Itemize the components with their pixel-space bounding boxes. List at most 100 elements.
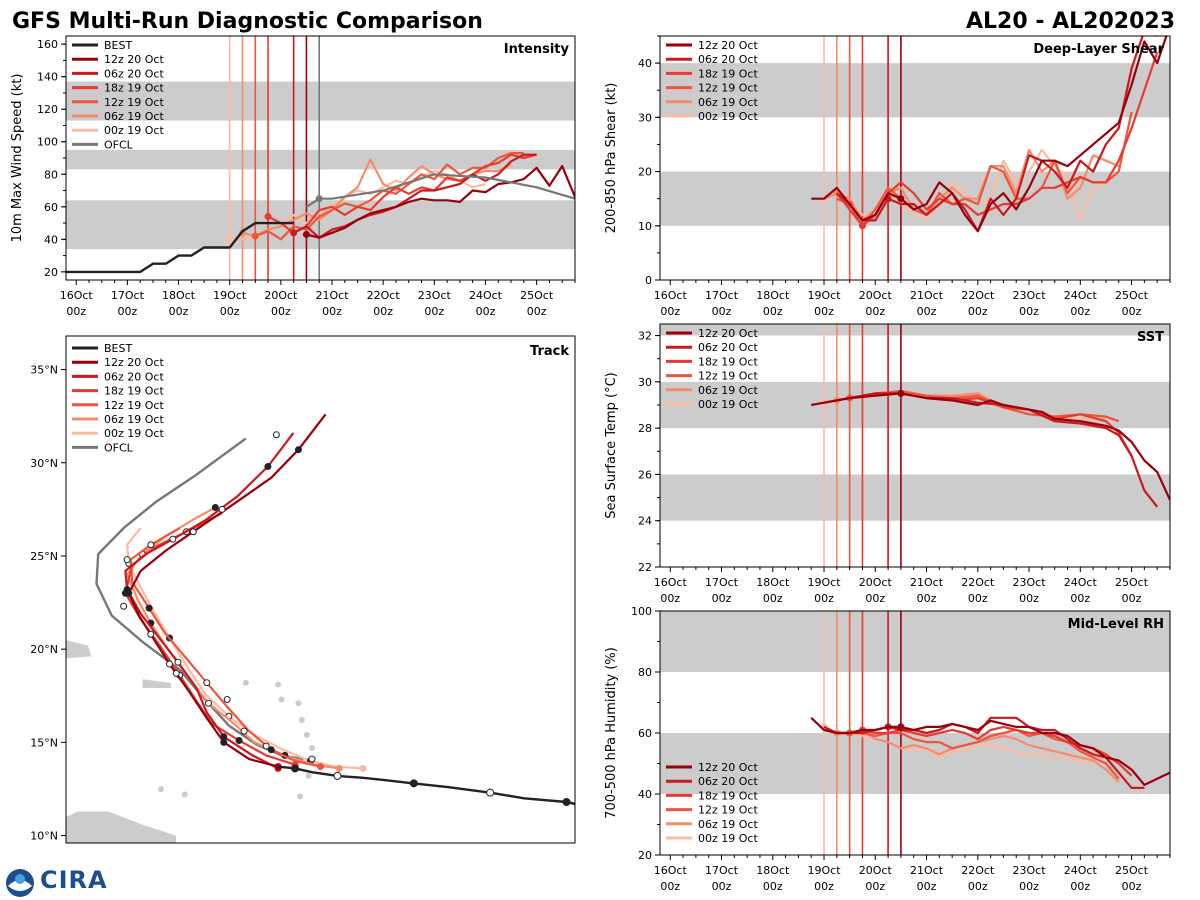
legend-label: OFCL: [104, 138, 134, 151]
legend-label: 18z 19 Oct: [698, 789, 758, 802]
y-axis-label: 700-500 hPa Humidity (%): [604, 647, 619, 819]
legend-label: OFCL: [104, 441, 134, 454]
legend-label: 00z 19 Oct: [698, 110, 758, 123]
shaded-band: [66, 81, 575, 121]
track-day-marker: [211, 503, 219, 511]
x-tick-label: 00z: [1070, 305, 1090, 318]
y-tick-label: 30: [638, 376, 652, 389]
legend-label: 12z 20 Oct: [698, 327, 758, 340]
init-marker: [226, 235, 234, 243]
y-tick-label: 28: [638, 422, 652, 435]
x-tick-label: 00z: [917, 305, 937, 318]
legend-label: 06z 20 Oct: [698, 53, 758, 66]
storm-id: AL20 - AL202023: [966, 9, 1175, 34]
shaded-band: [660, 324, 1170, 336]
track-start-marker: [359, 764, 367, 772]
x-tick-label: 24Oct: [1064, 864, 1098, 877]
panel-title: Track: [530, 344, 569, 359]
legend-label: 12z 19 Oct: [698, 804, 758, 817]
rh-panel: 20 40 60 80 100 16Oct 00z 17Oct 00z 18Oct 00z 19Oct…: [604, 605, 1171, 893]
y-tick-label: 80: [44, 168, 58, 181]
legend-label: 12z 20 Oct: [698, 761, 758, 774]
lat-tick-label: 25°N: [30, 550, 58, 563]
legend-label: 12z 20 Oct: [698, 39, 758, 52]
x-tick-label: 19Oct: [808, 576, 842, 589]
x-tick-label: 00z: [1122, 592, 1142, 605]
ofcl-dot: [240, 727, 248, 735]
y-tick-label: 26: [638, 468, 652, 481]
legend-label: 00z 19 Oct: [104, 427, 164, 440]
x-tick-label: 00z: [1122, 305, 1142, 318]
legend-label: 12z 19 Oct: [698, 82, 758, 95]
y-tick-label: 80: [638, 666, 652, 679]
legend-label: 18z 19 Oct: [104, 82, 164, 95]
x-tick-label: 18Oct: [162, 289, 196, 302]
x-tick-label: 20Oct: [264, 289, 298, 302]
legend-label: BEST: [104, 39, 132, 52]
track-day-marker: [165, 660, 173, 668]
forecast-track: [124, 432, 295, 770]
x-tick-label: 25Oct: [1115, 576, 1149, 589]
sst-panel: 22 24 26 28 30 32 16Oct 00z 17Oct 00z 18Oct 00z 19Oc…: [604, 323, 1171, 605]
x-tick-label: 21Oct: [910, 864, 944, 877]
x-tick-label: 19Oct: [213, 289, 247, 302]
noaa-globe-icon: [6, 869, 34, 897]
x-tick-label: 23Oct: [1013, 289, 1047, 302]
island: [298, 716, 305, 723]
land-mass: [142, 678, 172, 689]
legend-label: 18z 19 Oct: [698, 355, 758, 368]
legend-label: 18z 19 Oct: [698, 67, 758, 80]
init-marker: [251, 232, 259, 240]
x-tick-label: 22Oct: [961, 864, 995, 877]
x-tick-label: 00z: [271, 305, 291, 318]
x-tick-label: 00z: [763, 592, 783, 605]
track-start-marker: [317, 763, 324, 771]
y-tick-label: 22: [638, 561, 652, 574]
x-tick-label: 00z: [763, 880, 783, 893]
track-day-marker: [267, 746, 275, 754]
series-line: [811, 392, 1170, 501]
x-tick-label: 17Oct: [111, 289, 145, 302]
y-tick-label: 20: [638, 166, 652, 179]
x-tick-label: 00z: [1070, 592, 1090, 605]
land-mass: [66, 811, 177, 843]
panel-title: Intensity: [504, 42, 570, 57]
x-tick-label: 19Oct: [808, 289, 842, 302]
island: [297, 793, 304, 800]
ofcl-dot: [262, 742, 270, 750]
legend-label: 00z 19 Oct: [104, 124, 164, 137]
track-day-marker: [235, 736, 243, 744]
x-tick-label: 00z: [660, 880, 680, 893]
legend-label: 06z 20 Oct: [104, 370, 164, 383]
x-tick-label: 21Oct: [910, 289, 944, 302]
track-day-marker: [189, 528, 197, 536]
init-marker: [897, 195, 905, 203]
legend-label: 18z 19 Oct: [104, 385, 164, 398]
legend-label: 06z 19 Oct: [104, 110, 164, 123]
shaded-band: [66, 200, 575, 250]
track-day-marker: [174, 658, 182, 666]
land-mass: [66, 639, 92, 659]
y-tick-label: 60: [44, 201, 58, 214]
x-tick-label: 16Oct: [60, 289, 94, 302]
y-tick-label: 40: [638, 788, 652, 801]
track-day-marker: [125, 589, 133, 597]
x-tick-label: 21Oct: [910, 576, 944, 589]
x-tick-label: 20Oct: [859, 864, 893, 877]
x-tick-label: 00z: [1122, 880, 1142, 893]
x-tick-label: 00z: [968, 592, 988, 605]
shaded-band: [660, 733, 1170, 794]
best-track-dot: [333, 771, 342, 780]
island: [303, 731, 310, 738]
x-tick-label: 00z: [527, 305, 547, 318]
init-marker: [264, 213, 272, 221]
x-tick-label: 20Oct: [859, 576, 893, 589]
ofcl-dot: [172, 669, 180, 677]
shaded-band: [660, 611, 1170, 672]
legend-label: 00z 19 Oct: [698, 398, 758, 411]
y-axis-label: 10m Max Wind Speed (kt): [10, 74, 25, 243]
ofcl-dot: [223, 695, 231, 703]
legend-label: 12z 19 Oct: [698, 370, 758, 383]
legend-label: 12z 19 Oct: [104, 399, 164, 412]
